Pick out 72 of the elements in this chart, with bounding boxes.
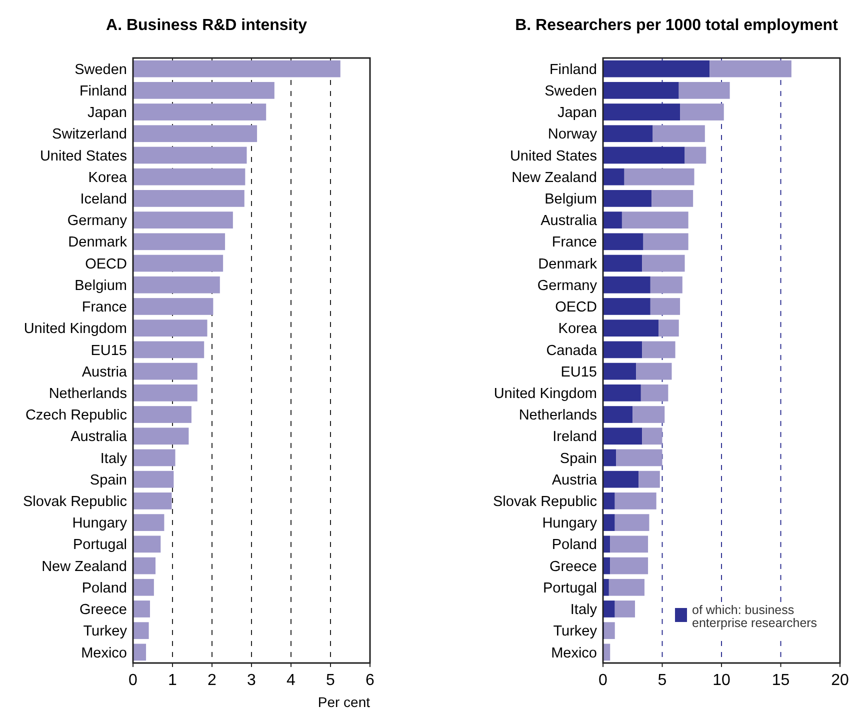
x-tick-label: 4 — [286, 672, 296, 689]
y-tick-label: Germany — [537, 278, 598, 294]
chart-title: B. Researchers per 1000 total employment — [515, 17, 839, 34]
y-tick-label: Australia — [70, 429, 128, 446]
y-tick-label: Austria — [552, 472, 598, 488]
y-tick-label: OECD — [555, 300, 597, 316]
y-tick-label: Spain — [90, 472, 127, 488]
y-tick-label: OECD — [85, 256, 127, 272]
x-tick-label: 20 — [831, 672, 849, 689]
y-tick-label: Belgium — [544, 192, 597, 208]
y-tick-label: Portugal — [542, 580, 597, 596]
y-tick-label: Mexico — [551, 645, 597, 662]
y-tick-label: Austria — [82, 364, 128, 380]
y-tick-label: Korea — [558, 321, 598, 338]
x-tick-label: 5 — [326, 672, 336, 689]
y-tick-label: United States — [510, 148, 597, 164]
x-tick-label: 15 — [772, 672, 790, 689]
y-tick-label: Japan — [87, 105, 127, 122]
y-tick-label: Australia — [540, 213, 598, 230]
y-tick-label: Portugal — [72, 537, 127, 554]
y-tick-label: Czech Republic — [25, 408, 127, 424]
x-tick-label: 0 — [598, 672, 608, 689]
y-tick-label: Sweden — [544, 83, 597, 100]
x-tick-label: 6 — [366, 672, 375, 689]
legend-label: of which: business enterprise researchers — [692, 603, 818, 630]
y-tick-label: United States — [40, 148, 127, 164]
y-tick-label: United Kingdom — [24, 321, 127, 338]
x-tick-label: 10 — [712, 672, 730, 689]
y-tick-label: Italy — [570, 602, 598, 618]
y-tick-label: Germany — [67, 213, 128, 230]
y-tick-label: Finland — [79, 83, 127, 100]
y-tick-label: Slovak Republic — [493, 494, 597, 510]
y-tick-label: Turkey — [83, 624, 128, 640]
y-tick-label: Japan — [557, 105, 597, 122]
x-tick-label: 1 — [168, 672, 178, 689]
y-tick-label: Hungary — [72, 516, 128, 532]
y-tick-label: Canada — [546, 342, 598, 359]
x-tick-label: 3 — [247, 672, 256, 689]
y-tick-label: Ireland — [552, 429, 597, 446]
y-tick-label: Italy — [100, 450, 128, 467]
y-tick-label: United Kingdom — [494, 386, 597, 402]
y-tick-label: Finland — [549, 62, 597, 78]
y-tick-label: Poland — [82, 580, 127, 596]
y-tick-label: Mexico — [81, 645, 127, 662]
y-tick-label: Switzerland — [52, 126, 127, 143]
y-tick-label: Netherlands — [48, 386, 127, 402]
y-tick-label: France — [82, 300, 127, 316]
x-tick-label: 0 — [128, 672, 138, 689]
y-tick-label: Greece — [549, 558, 597, 575]
x-tick-label: 2 — [208, 672, 217, 689]
y-tick-label: Denmark — [538, 256, 598, 272]
x-tick-label: 5 — [658, 672, 667, 689]
y-tick-label: Netherlands — [518, 408, 597, 424]
y-tick-label: Slovak Republic — [23, 494, 127, 510]
x-axis-title: Per cent — [318, 694, 370, 710]
y-tick-label: New Zealand — [512, 170, 597, 186]
y-tick-label: EU15 — [90, 342, 127, 359]
y-tick-label: Poland — [552, 537, 597, 554]
y-tick-label: Denmark — [68, 234, 128, 251]
y-tick-label: Sweden — [74, 62, 127, 78]
chart-title: A. Business R&D intensity — [106, 17, 308, 34]
y-tick-label: Hungary — [542, 516, 598, 532]
y-tick-label: Iceland — [80, 192, 127, 208]
y-tick-label: Korea — [88, 170, 128, 186]
y-tick-label: Spain — [560, 450, 597, 467]
y-tick-label: Norway — [548, 126, 598, 143]
y-tick-label: Greece — [79, 602, 127, 618]
y-tick-label: France — [552, 234, 597, 251]
y-tick-label: New Zealand — [42, 558, 127, 575]
y-tick-label: Belgium — [74, 278, 127, 294]
y-tick-label: EU15 — [560, 364, 597, 380]
y-tick-label: Turkey — [553, 624, 598, 640]
